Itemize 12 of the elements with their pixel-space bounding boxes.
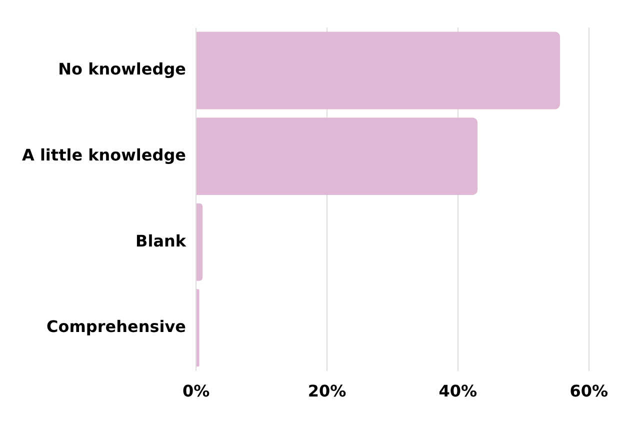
x-tick-label: 40% [438,382,478,401]
y-tick-label: A little knowledge [22,145,186,164]
y-tick-label: Blank [136,231,186,250]
bar [196,32,560,110]
y-tick-label: No knowledge [58,60,186,79]
bar [196,289,200,367]
bar [196,203,203,281]
y-tick-label: Comprehensive [46,317,186,336]
x-tick-label: 0% [182,382,210,401]
x-tick-label: 20% [308,382,346,401]
x-tick-label: 60% [570,382,608,401]
bar [196,118,478,196]
